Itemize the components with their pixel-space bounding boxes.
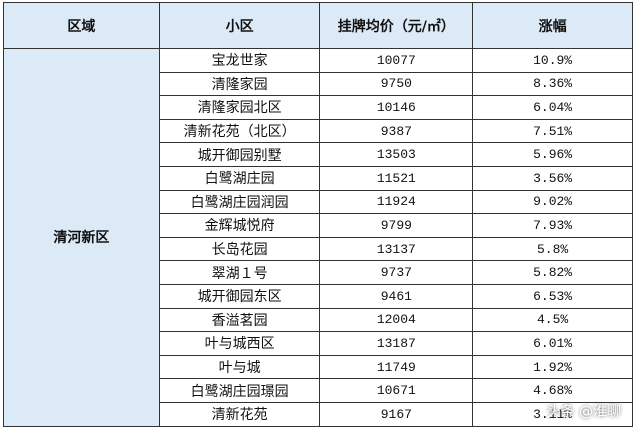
price-cell: 13503 [319,142,474,167]
price-cell: 13187 [319,331,474,356]
change-cell: 6.01% [472,331,633,356]
change-cell: 5.82% [472,260,633,285]
price-cell: 13137 [319,236,474,262]
table-row: 叶与城 11749 1.92% [4,354,633,380]
header-cell: 挂牌均价（元/㎡） [319,2,474,49]
community-cell: 香溢茗园 [158,307,321,333]
change-cell: 10.9% [472,48,633,73]
community-cell: 白鹭湖庄园 [158,165,321,191]
community-cell: 白鹭湖庄园润园 [158,189,321,215]
community-cell: 城开御园东区 [158,283,321,309]
header-cell: 小区 [158,2,321,49]
community-cell: 宝龙世家 [158,48,321,73]
header-cell: 区域 [3,2,160,49]
price-table: 区域 小区 挂牌均价（元/㎡） 涨幅 清河新区 宝龙世家 10077 10.9% 清隆家园 97… [3,2,633,427]
table-row: 叶与城西区 13187 6.01% [4,331,633,356]
change-cell: 8.36% [472,71,633,97]
table-row: 清新花苑 9167 3.11% [4,401,633,427]
community-cell: 叶与城西区 [158,331,321,356]
table-row: 白鹭湖庄园润园 11924 9.02% [4,189,633,215]
price-cell: 11521 [319,165,474,191]
table-row: 清河新区 宝龙世家 10077 10.9% [3,48,633,427]
table-row: 香溢茗园 12004 4.5% [4,307,633,333]
change-cell: 6.53% [472,283,633,309]
community-cell: 清新花苑 [158,401,321,427]
change-cell: 4.5% [472,307,633,333]
change-cell: 7.93% [472,213,633,238]
community-cell: 叶与城 [158,354,321,380]
table-head: 区域 小区 挂牌均价（元/㎡） 涨幅 [3,2,633,49]
community-cell: 城开御园别墅 [158,142,321,167]
table-row: 清新花苑（北区） 9387 7.51% [4,118,633,144]
table-row: 翠湖１号 9737 5.82% [4,260,633,285]
watermark: 头条 @淮聊 [546,404,621,420]
price-cell: 9799 [319,213,474,238]
change-cell: 5.8% [472,236,633,262]
price-cell: 9461 [319,283,474,309]
price-cell: 9167 [319,401,474,427]
header-cell: 涨幅 [472,2,633,49]
price-cell: 11924 [319,189,474,215]
price-cell: 10671 [319,378,474,403]
price-cell: 9737 [319,260,474,285]
table-row: 白鹭湖庄园 11521 3.56% [4,165,633,191]
table-row: 金辉城悦府 9799 7.93% [4,213,633,238]
table-row: 城开御园东区 9461 6.53% [4,283,633,309]
table-row: 白鹭湖庄园璟园 10671 4.68% [4,378,633,403]
change-cell: 7.51% [472,118,633,144]
header-row: 区域 小区 挂牌均价（元/㎡） 涨幅 [3,2,633,49]
change-cell: 9.02% [472,189,633,215]
change-cell: 6.04% [472,95,633,120]
price-cell: 9750 [319,71,474,97]
price-cell: 12004 [319,307,474,333]
change-cell: 1.92% [472,354,633,380]
table-row: 长岛花园 13137 5.8% [4,236,633,262]
change-cell: 5.96% [472,142,633,167]
community-cell: 白鹭湖庄园璟园 [158,378,321,403]
community-cell: 清隆家园 [158,71,321,97]
region-cell: 清河新区 [3,48,160,427]
price-cell: 10077 [319,48,474,73]
community-cell: 长岛花园 [158,236,321,262]
price-cell: 10146 [319,95,474,120]
change-cell: 3.11% [472,401,633,427]
community-cell: 金辉城悦府 [158,213,321,238]
change-cell: 4.68% [472,378,633,403]
community-cell: 翠湖１号 [158,260,321,285]
table-body: 清河新区 宝龙世家 10077 10.9% 清隆家园 9750 8.36% 清隆家园北区 101… [3,48,633,427]
table-row: 清隆家园北区 10146 6.04% [4,95,633,120]
table-row: 城开御园别墅 13503 5.96% [4,142,633,167]
community-cell: 清新花苑（北区） [158,118,321,144]
price-cell: 11749 [319,354,474,380]
change-cell: 3.56% [472,165,633,191]
table-row: 清隆家园 9750 8.36% [4,71,633,97]
price-cell: 9387 [319,118,474,144]
community-cell: 清隆家园北区 [158,95,321,120]
